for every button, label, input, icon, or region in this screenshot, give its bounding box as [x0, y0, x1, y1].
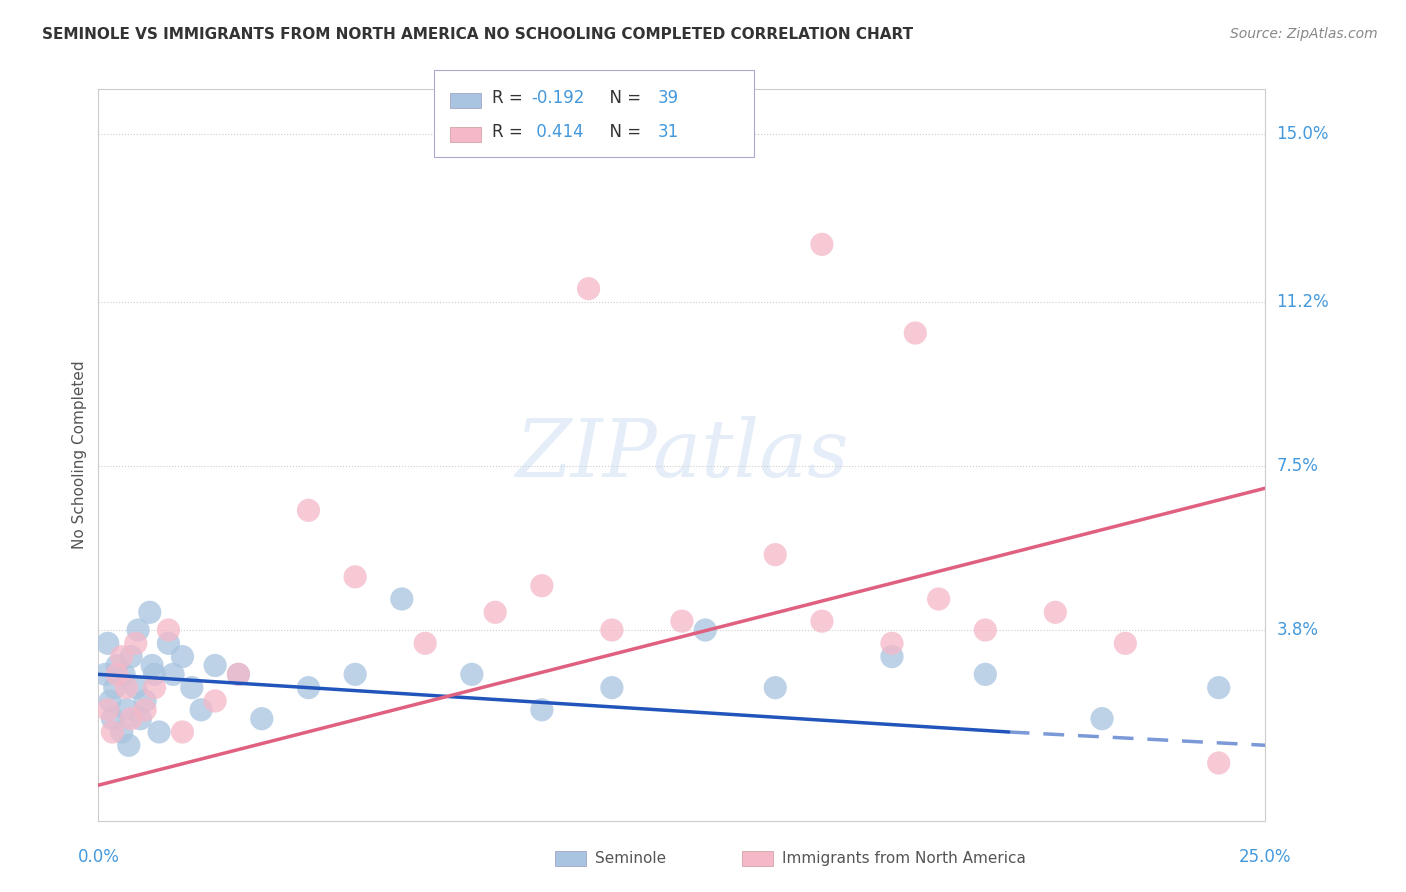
Point [578, 282, 600, 296]
Point [1091, 712, 1114, 726]
Point [1208, 681, 1230, 695]
Point [1045, 605, 1067, 619]
Text: N =: N = [599, 123, 647, 141]
Point [134, 694, 156, 708]
Point [143, 681, 166, 695]
Point [157, 636, 180, 650]
Point [880, 636, 903, 650]
Point [530, 579, 553, 593]
Text: -0.192: -0.192 [531, 89, 585, 107]
Point [101, 725, 124, 739]
Text: 3.8%: 3.8% [1277, 621, 1319, 639]
Point [157, 623, 180, 637]
Text: 15.0%: 15.0% [1277, 125, 1329, 143]
Text: SEMINOLE VS IMMIGRANTS FROM NORTH AMERICA NO SCHOOLING COMPLETED CORRELATION CHA: SEMINOLE VS IMMIGRANTS FROM NORTH AMERIC… [42, 27, 914, 42]
Point [162, 667, 184, 681]
Point [974, 623, 997, 637]
Text: R =: R = [492, 89, 529, 107]
Point [111, 725, 134, 739]
Point [880, 649, 903, 664]
Point [763, 548, 786, 562]
Point [600, 623, 623, 637]
Point [228, 667, 250, 681]
Point [172, 649, 194, 664]
Point [1208, 756, 1230, 770]
Point [111, 649, 134, 664]
Y-axis label: No Schooling Completed: No Schooling Completed [72, 360, 87, 549]
Point [297, 681, 319, 695]
Point [118, 739, 141, 753]
Point [112, 667, 135, 681]
Point [297, 503, 319, 517]
Point [120, 649, 142, 664]
Text: 0.0%: 0.0% [77, 848, 120, 866]
Point [129, 712, 152, 726]
Point [127, 623, 149, 637]
Point [141, 658, 163, 673]
Text: 11.2%: 11.2% [1277, 293, 1329, 311]
Point [104, 681, 127, 695]
Point [125, 636, 148, 650]
Point [204, 658, 226, 673]
Point [120, 712, 142, 726]
Point [671, 614, 693, 628]
Point [143, 667, 166, 681]
Point [97, 703, 120, 717]
Point [94, 667, 117, 681]
Point [172, 725, 194, 739]
Text: Seminole: Seminole [595, 851, 666, 865]
Text: Source: ZipAtlas.com: Source: ZipAtlas.com [1230, 27, 1378, 41]
Point [1114, 636, 1136, 650]
Point [105, 667, 128, 681]
Point [413, 636, 436, 650]
Point [115, 681, 138, 695]
Point [484, 605, 506, 619]
Point [391, 592, 413, 607]
Text: 25.0%: 25.0% [1239, 848, 1292, 866]
Point [115, 703, 138, 717]
Point [139, 605, 162, 619]
Text: 0.414: 0.414 [531, 123, 583, 141]
Point [530, 703, 553, 717]
Text: 7.5%: 7.5% [1277, 457, 1319, 475]
Text: R =: R = [492, 123, 529, 141]
Point [763, 681, 786, 695]
Point [250, 712, 273, 726]
Point [228, 667, 250, 681]
Point [180, 681, 202, 695]
Point [974, 667, 997, 681]
Point [695, 623, 717, 637]
Text: ZIPatlas: ZIPatlas [515, 417, 849, 493]
Point [204, 694, 226, 708]
Point [344, 570, 367, 584]
Point [904, 326, 927, 340]
Point [811, 614, 834, 628]
Point [98, 694, 121, 708]
Point [125, 681, 148, 695]
Text: N =: N = [599, 89, 647, 107]
Point [148, 725, 170, 739]
Point [134, 703, 156, 717]
Point [461, 667, 484, 681]
Point [190, 703, 212, 717]
Point [101, 712, 124, 726]
Point [105, 658, 128, 673]
Text: 31: 31 [658, 123, 679, 141]
Point [811, 237, 834, 252]
Point [600, 681, 623, 695]
Point [928, 592, 950, 607]
Text: 39: 39 [658, 89, 679, 107]
Point [344, 667, 367, 681]
Text: Immigrants from North America: Immigrants from North America [782, 851, 1025, 865]
Point [97, 636, 120, 650]
